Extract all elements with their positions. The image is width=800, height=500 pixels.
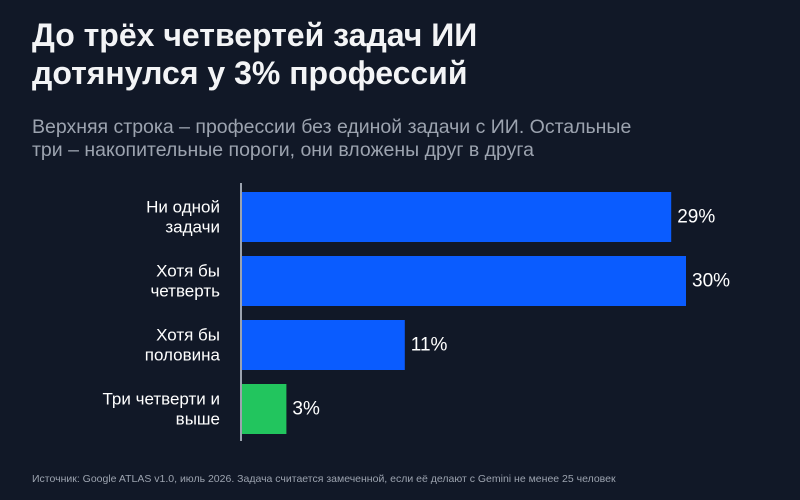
chart-title: До трёх четвертей задач ИИ дотянулся у 3… [32, 16, 772, 92]
category-label: Три четверти и [102, 390, 220, 409]
source-note: Источник: Google ATLAS v1.0, июль 2026. … [32, 473, 616, 485]
category-label: задачи [165, 218, 220, 237]
bar [242, 192, 672, 242]
bar [242, 320, 405, 370]
value-label: 3% [292, 399, 320, 420]
value-label: 30% [692, 271, 730, 292]
chart-title-line: До трёх четвертей задач ИИ [32, 17, 478, 53]
bar [242, 256, 686, 306]
category-label: половина [145, 346, 221, 365]
value-label: 29% [677, 207, 715, 228]
chart-subtitle: Верхняя строка – профессии без единой за… [32, 116, 772, 162]
value-label: 11% [411, 335, 448, 356]
category-label: Хотя бы [156, 262, 220, 281]
category-label: Ни одной [146, 198, 220, 217]
category-label: четверть [150, 282, 220, 301]
category-label: Хотя бы [156, 326, 220, 345]
bar [242, 384, 287, 434]
category-label: выше [176, 410, 220, 429]
chart-subtitle-line: Верхняя строка – профессии без единой за… [32, 116, 632, 138]
chart-title-line: дотянулся у 3% профессий [32, 55, 468, 91]
chart-subtitle-line: три – накопительные пороги, они вложены … [32, 139, 534, 161]
